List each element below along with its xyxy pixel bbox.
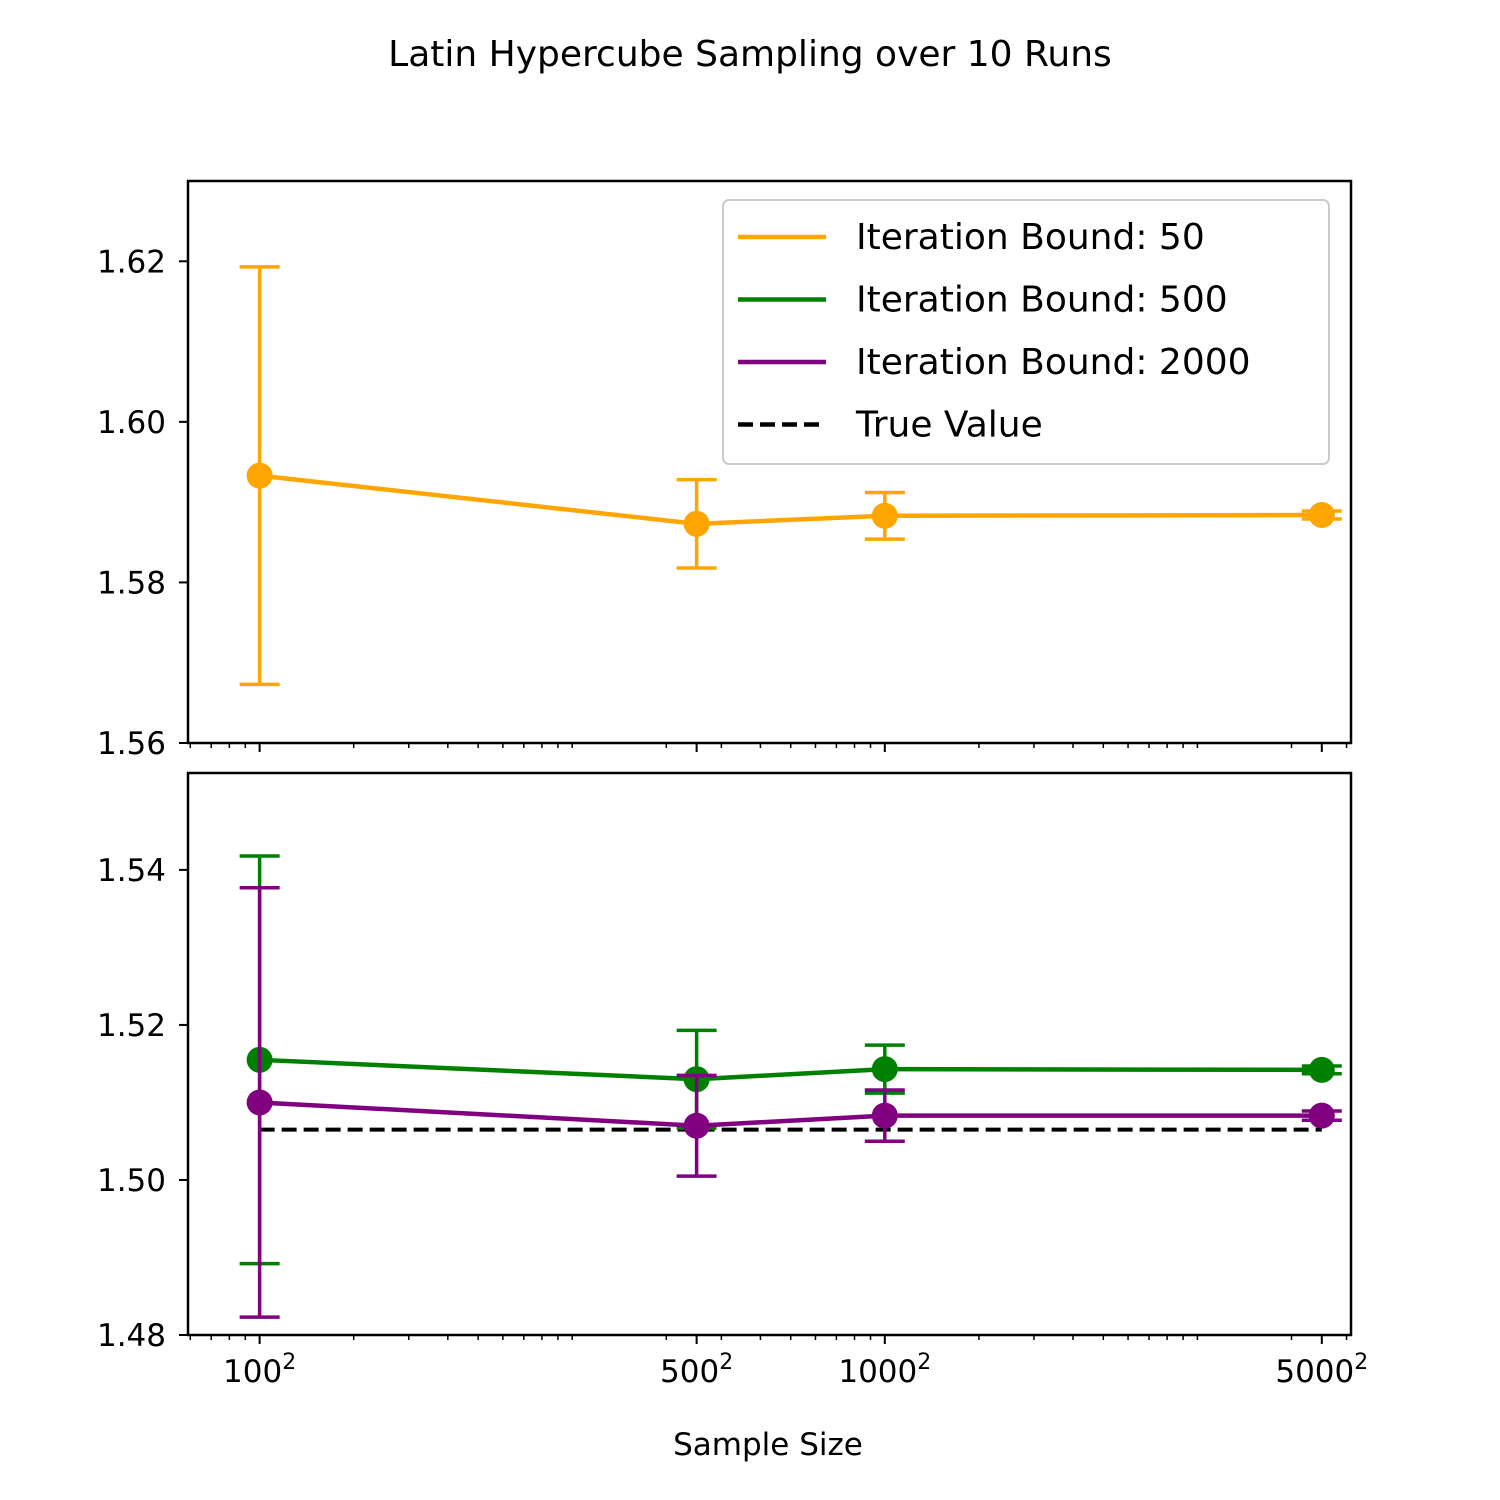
data-point [871, 502, 898, 529]
y-tick-label: 1.52 [97, 1008, 166, 1044]
data-point [683, 1112, 710, 1139]
legend-label: Iteration Bound: 2000 [856, 342, 1251, 383]
y-tick-label: 1.54 [97, 853, 166, 889]
y-tick-label: 1.50 [97, 1163, 166, 1199]
data-point [871, 1102, 898, 1129]
legend-box [722, 199, 1330, 465]
plot-layer: 1.56 1.58 1.60 1.62 1.48 1.50 1.52 1.54 1002 5002… [97, 179, 1368, 1390]
legend-label: True Value [855, 405, 1043, 446]
y-tick-label: 1.58 [97, 565, 166, 601]
data-point [1308, 501, 1335, 528]
y-tick-label: 1.48 [97, 1318, 166, 1354]
series-line [259, 1100, 1322, 1128]
x-axis-label: Sample Size [673, 1427, 863, 1463]
series-iteration-bound-50 [239, 265, 1342, 687]
y-tick-label: 1.62 [97, 244, 166, 280]
y-tick-label: 1.56 [97, 726, 166, 762]
legend-label: Iteration Bound: 50 [856, 217, 1205, 258]
x-tick-label: 1002 [223, 1350, 296, 1390]
data-point [1308, 1102, 1335, 1129]
axes-frame [186, 771, 1353, 1337]
series-line [259, 1057, 1322, 1082]
data-point [246, 1089, 273, 1116]
legend-label: Iteration Bound: 500 [856, 280, 1228, 321]
panel-bottom: 1.48 1.50 1.52 1.54 1002 5002 10002 50002 [97, 771, 1368, 1390]
series-iteration-bound-500 [239, 854, 1342, 1266]
series-line [259, 473, 1322, 527]
x-tick-label: 10002 [838, 1350, 931, 1390]
panel-top: 1.56 1.58 1.60 1.62 [97, 179, 1353, 762]
x-tick-label: 5002 [660, 1350, 733, 1390]
data-point [871, 1056, 898, 1083]
data-point [683, 510, 710, 537]
y-tick-label: 1.60 [97, 405, 166, 441]
legend: Iteration Bound: 50 Iteration Bound: 500 I… [722, 199, 1330, 465]
data-point [246, 462, 273, 489]
chart-title: Latin Hypercube Sampling over 10 Runs [388, 34, 1112, 75]
data-point [1308, 1056, 1335, 1083]
axes-frame [186, 179, 1353, 745]
x-tick-label: 50002 [1275, 1350, 1368, 1390]
series-iteration-bound-2000 [239, 885, 1342, 1319]
